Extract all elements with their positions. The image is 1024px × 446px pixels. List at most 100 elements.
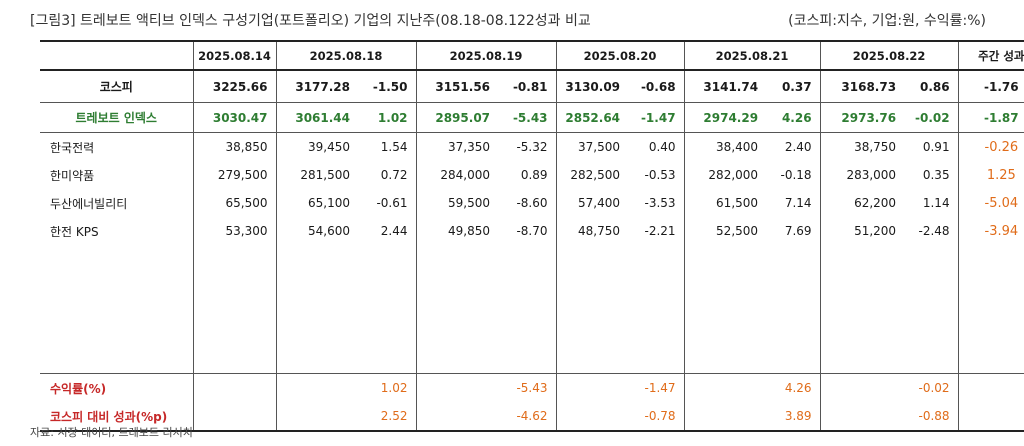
day-change: 7.14 [784,196,812,210]
day-change: 0.72 [380,168,408,182]
weekly-performance: -1.87 [957,102,1024,133]
weekly-performance: -1.76 [957,70,1024,103]
return-row: 수익률(%) 1.02 -5.43 -1.47 4.26 -0.02 [40,373,1024,402]
empty-cell [40,245,193,374]
day-change: -5.43 [498,102,557,133]
day-change: 0.86 [904,70,959,103]
day-value: 57,400 [555,189,629,217]
day-value: 38,750 [819,132,905,161]
day-change: -0.02 [904,102,959,133]
daily-return: -0.02 [819,373,959,402]
day-value: 59,500 [415,189,499,217]
empty-area [40,245,1024,374]
stock-row: 한전 KPS 53,300 54,600 2.44 49,850 -8.70 4… [40,217,1024,245]
stock-row: 두산에너빌리티 65,500 65,100 -0.61 59,500 -8.60… [40,189,1024,217]
day-change: 7.69 [784,224,812,238]
index-row: 트레보트 인덱스 3030.47 3061.44 1.02 2895.07 -5… [40,102,1024,133]
day-value: 48,750 [555,217,629,245]
vs-kospi-value: -0.88 [819,402,959,432]
stock-name: 한전 KPS [50,224,99,239]
daily-return: 1.02 [275,373,417,402]
empty-cell [819,245,959,374]
weekly-performance: 1.25 [957,161,1024,189]
header-date: 2025.08.14 [192,40,276,71]
base-value: 38,850 [192,132,276,161]
day-value: 3141.74 [683,70,767,103]
day-change: -0.68 [628,70,685,103]
return-label: 수익률(%) [40,373,193,402]
day-value: 2852.64 [555,102,629,133]
day-change: -0.18 [780,168,812,182]
day-value: 62,200 [819,189,905,217]
day-value: 3151.56 [415,70,499,103]
day-value: 51,200 [819,217,905,245]
empty-cell [957,402,1024,432]
base-value: 3225.66 [192,70,276,103]
unit-note: (코스피:지수, 기업:원, 수익률:%) [788,13,986,29]
vs-kospi-value: 3.89 [683,402,821,432]
performance-table: 2025.08.14 2025.08.18 2025.08.19 2025.08… [40,40,1024,432]
day-change: -1.47 [628,102,685,133]
vs-kospi-row: 코스피 대비 성과(%p) 2.52 -4.62 -0.78 3.89 -0.8… [40,402,1024,432]
weekly-performance: -5.04 [957,189,1024,217]
stock-name: 한미약품 [50,168,95,183]
day-value: 2973.76 [819,102,905,133]
base-value: 53,300 [192,217,276,245]
figure-caption: [그림3] 트레보트 액티브 인덱스 구성기업(포트폴리오) 기업의 지난주(0… [30,13,591,29]
stock-name: 한국전력 [50,140,95,155]
empty-cell [683,245,821,374]
header-row: 2025.08.14 2025.08.18 2025.08.19 2025.08… [40,40,1024,71]
day-change: 0.35 [922,168,950,182]
day-value: 49,850 [415,217,499,245]
day-change: 0.40 [648,140,676,154]
empty-cell [957,245,1024,374]
day-change: 1.02 [358,102,417,133]
day-value: 282,500 [555,161,629,189]
empty-cell [957,373,1024,402]
day-change: -8.70 [516,224,548,238]
day-value: 3168.73 [819,70,905,103]
vs-kospi-value: -0.78 [555,402,685,432]
header-date: 2025.08.22 [819,40,959,71]
base-value: 65,500 [192,189,276,217]
day-change: 4.26 [766,102,821,133]
day-change: -2.48 [918,224,950,238]
day-value: 37,500 [555,132,629,161]
day-change: -0.81 [498,70,557,103]
empty-cell [555,245,685,374]
stock-row: 한국전력 38,850 39,450 1.54 37,350 -5.32 37,… [40,132,1024,161]
day-change: -0.61 [376,196,408,210]
header-name [40,40,193,71]
day-change: 2.44 [380,224,408,238]
day-value: 54,600 [275,217,358,245]
vs-kospi-value: -4.62 [415,402,557,432]
vs-kospi-value: 2.52 [275,402,417,432]
weekly-performance: -0.26 [957,132,1024,161]
day-change: -2.21 [644,224,676,238]
day-value: 3177.28 [275,70,358,103]
day-change: 1.54 [380,140,408,154]
vs-kospi-label: 코스피 대비 성과(%p) [40,402,193,432]
empty-cell [192,373,276,402]
day-change: -8.60 [516,196,548,210]
empty-cell [275,245,417,374]
day-change: 0.91 [922,140,950,154]
day-change: 0.89 [520,168,548,182]
day-value: 52,500 [683,217,767,245]
day-change: -0.53 [644,168,676,182]
daily-return: -5.43 [415,373,557,402]
day-value: 284,000 [415,161,499,189]
day-change: 2.40 [784,140,812,154]
kospi-row: 코스피 3225.66 3177.28 -1.50 3151.56 -0.81 … [40,70,1024,103]
empty-cell [415,245,557,374]
day-value: 38,400 [683,132,767,161]
day-value: 3130.09 [555,70,629,103]
day-value: 2895.07 [415,102,499,133]
day-change: 0.37 [766,70,821,103]
row-name: 트레보트 인덱스 [40,102,193,133]
header-weekly: 주간 성과 [957,40,1024,71]
source-note: 자료: 시장 데이터, 트레보트 리서치 [30,426,193,439]
stock-row: 한미약품 279,500 281,500 0.72 284,000 0.89 2… [40,161,1024,189]
daily-return: -1.47 [555,373,685,402]
day-value: 2974.29 [683,102,767,133]
